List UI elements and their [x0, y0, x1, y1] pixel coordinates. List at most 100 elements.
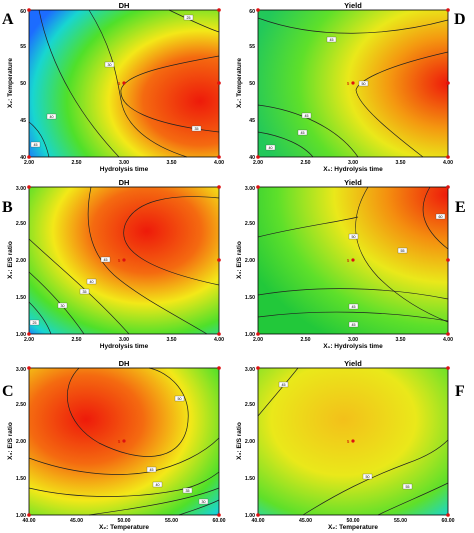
x-tick-label: 40.00 — [23, 518, 36, 524]
x-tick-label: 4.00 — [214, 160, 224, 166]
design-point — [122, 258, 126, 262]
plot-frame — [257, 367, 449, 516]
design-point — [217, 513, 221, 517]
panel-title: Yield — [344, 178, 362, 187]
contour-label: 30 — [202, 500, 206, 504]
y-tick-label: 1.00 — [16, 332, 26, 338]
y-tick-label: 2.00 — [245, 439, 255, 445]
contour-label: 50 — [366, 475, 370, 479]
x-tick-label: 2.00 — [24, 337, 34, 343]
y-tick-label: 1.00 — [16, 513, 26, 519]
contour-label-box — [46, 113, 57, 120]
design-point — [256, 332, 260, 336]
contour-label: 45 — [305, 114, 309, 118]
contour-label-box — [362, 473, 373, 480]
x-tick-label: 3.00 — [119, 337, 129, 343]
contour-label: 45 — [150, 468, 154, 472]
design-point — [27, 513, 31, 517]
contour-label-box — [183, 14, 194, 21]
contour-label-box — [402, 483, 413, 490]
panel-title: DH — [119, 359, 130, 368]
contour-line — [38, 9, 120, 158]
contour-line — [257, 131, 314, 158]
contour-line — [377, 482, 449, 516]
x-tick-label: 4.00 — [214, 337, 224, 343]
contour-label-box — [29, 319, 40, 326]
contour-label-box — [152, 481, 163, 488]
x-axis-label: X₁: Hydrolysis time — [323, 166, 383, 173]
center-label: 5 — [347, 258, 350, 263]
y-tick-label: 2.00 — [16, 258, 26, 264]
contour-label-box — [182, 487, 193, 494]
y-tick-label: 55 — [249, 44, 255, 50]
x-tick-label: 2.00 — [253, 160, 263, 166]
x-tick-label: 50.00 — [347, 518, 360, 524]
x-axis-label: X₂: Temperature — [328, 524, 378, 531]
contour-label: 40 — [50, 115, 54, 119]
contour-label-box — [100, 256, 111, 263]
contour-line — [302, 439, 449, 516]
design-point — [446, 258, 450, 262]
panel-title: DH — [119, 178, 130, 187]
contour-label-box — [348, 321, 359, 328]
design-point — [446, 185, 450, 189]
x-axis-label: Hydrolysis time — [100, 166, 149, 173]
contour-label-box — [146, 466, 157, 473]
x-tick-label: 40.00 — [252, 518, 265, 524]
contour-label-box — [30, 141, 41, 148]
y-tick-label: 1.00 — [245, 332, 255, 338]
y-tick-label: 1.50 — [245, 476, 255, 482]
x-tick-label: 50.00 — [118, 518, 131, 524]
panel-letter: F — [455, 383, 465, 400]
panel-letter: E — [455, 199, 466, 216]
y-tick-label: 45 — [249, 118, 255, 124]
contour-line — [28, 301, 52, 335]
design-point — [27, 155, 31, 159]
contour-label: 40 — [269, 146, 273, 150]
contour-line — [355, 186, 449, 323]
contour-label: 55 — [401, 249, 405, 253]
panel-e: E Yield 45 45 50 55 60 5 2.00 2.50 3.00 … — [236, 178, 466, 350]
x-tick-label: 3.50 — [395, 337, 405, 343]
design-point — [446, 81, 450, 85]
design-point — [351, 258, 355, 262]
contour-line — [178, 499, 220, 516]
contour-line — [257, 311, 449, 322]
design-point — [217, 332, 221, 336]
contour-label-box — [278, 381, 289, 388]
contour-line — [87, 186, 208, 335]
contour-label-box — [348, 303, 359, 310]
x-tick-label: 3.00 — [348, 160, 358, 166]
x-tick-label: 45.00 — [70, 518, 83, 524]
contour-line — [88, 9, 188, 158]
y-tick-label: 3.00 — [16, 186, 26, 192]
y-tick-label: 55 — [20, 44, 26, 50]
contour-label-box — [265, 144, 276, 151]
x-tick-label: 45.00 — [299, 518, 312, 524]
center-label: 5 — [118, 258, 121, 263]
contour-line — [88, 487, 220, 516]
contour-label-box — [348, 233, 359, 240]
panel-d: D Yield 40 45 45 45 50 5 2.00 2.50 3.00 … — [236, 1, 466, 173]
panel-f: F Yield 45 50 55 5 40.00 45.00 50.00 55.… — [236, 359, 465, 531]
design-point — [351, 439, 355, 443]
contour-label: 30 — [61, 304, 65, 308]
contour-line — [66, 367, 189, 457]
contour-label: 45 — [282, 383, 286, 387]
contour-label: 35 — [186, 489, 190, 493]
contour-label: 50 — [178, 397, 182, 401]
x-tick-label: 3.50 — [166, 337, 176, 343]
y-axis-label: X₂: Temperature — [7, 58, 14, 108]
panel-letter: D — [454, 11, 466, 28]
contour-line — [28, 271, 85, 335]
x-axis-label: X₁: Hydrolysis time — [323, 343, 383, 350]
y-tick-label: 60 — [249, 9, 255, 15]
design-point — [446, 8, 450, 12]
plot-frame — [28, 367, 220, 516]
y-tick-label: 3.00 — [245, 367, 255, 373]
x-tick-label: 2.50 — [300, 160, 310, 166]
contour-label: 45 — [301, 131, 305, 135]
contour-label-box — [86, 278, 97, 285]
x-tick-label: 4.00 — [443, 337, 453, 343]
y-tick-label: 40 — [20, 155, 26, 161]
